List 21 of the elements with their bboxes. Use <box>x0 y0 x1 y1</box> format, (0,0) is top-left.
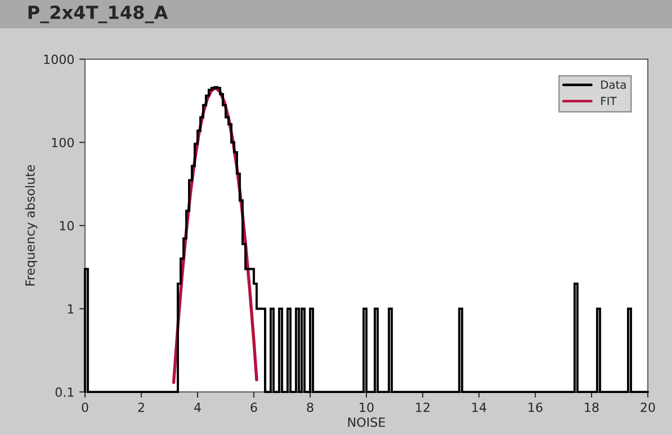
y-tick-label: 100 <box>52 138 74 148</box>
y-tick-label: 0.1 <box>56 387 74 397</box>
chart-title: P_2x4T_148_A <box>28 6 168 24</box>
x-tick-label: 8 <box>307 402 314 412</box>
x-tick-label: 0 <box>82 402 88 412</box>
y-tick-label: 10 <box>60 221 74 230</box>
x-tick-label: 18 <box>584 402 599 412</box>
x-tick-label: 14 <box>472 402 486 412</box>
x-tick-label: 16 <box>528 402 542 412</box>
x-tick-label: 6 <box>250 402 258 412</box>
x-tick-label: 20 <box>640 402 655 412</box>
y-tick-label: 1000 <box>44 54 74 64</box>
x-tick-label: 4 <box>194 402 201 412</box>
y-tick-label: 1 <box>68 304 74 314</box>
x-axis-title: NOISE <box>348 417 385 427</box>
legend-label: Data <box>601 80 626 89</box>
x-tick-label: 12 <box>416 402 430 412</box>
x-tick-label: 2 <box>138 402 144 412</box>
legend-label: FIT <box>601 96 617 106</box>
y-axis-title: Frequency absolute <box>25 165 38 286</box>
x-tick-label: 10 <box>360 402 374 412</box>
